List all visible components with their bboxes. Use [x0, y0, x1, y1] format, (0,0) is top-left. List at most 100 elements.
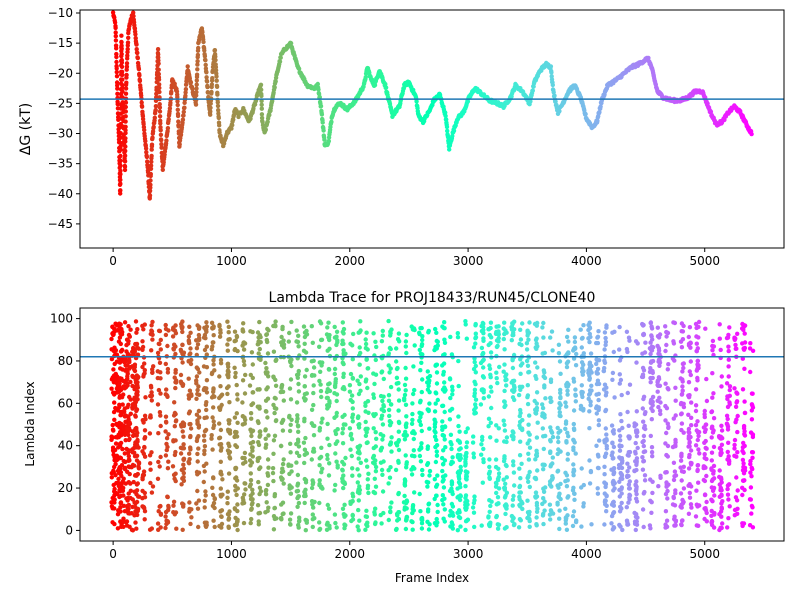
lambda-point [594, 411, 599, 416]
lambda-point [178, 451, 184, 456]
lambda-point [572, 491, 577, 496]
lambda-point [502, 456, 507, 461]
lambda-point [355, 467, 360, 472]
lambda-point [266, 465, 271, 470]
dg-point [217, 123, 222, 128]
lambda-point [166, 328, 171, 333]
lambda-point [425, 387, 431, 392]
lambda-point [357, 381, 362, 387]
lambda-point [563, 506, 568, 511]
x-tick-label: 0 [109, 254, 117, 268]
lambda-point [142, 517, 147, 522]
lambda-point [250, 487, 255, 492]
lambda-point [388, 509, 393, 514]
lambda-point [263, 398, 269, 403]
lambda-point [332, 512, 338, 517]
lambda-point [140, 477, 145, 482]
lambda-point [388, 331, 393, 336]
dg-point [123, 136, 128, 141]
lambda-point [365, 366, 370, 371]
lambda-point [133, 413, 138, 418]
lambda-point [535, 420, 540, 425]
dg-points [110, 10, 754, 201]
lambda-point [642, 350, 648, 355]
dg-point [598, 104, 603, 109]
lambda-point [281, 481, 286, 486]
lambda-point [371, 412, 376, 417]
lambda-point [393, 467, 399, 473]
lambda-point [681, 401, 686, 406]
lambda-point [512, 388, 517, 393]
lambda-point [309, 421, 314, 426]
lambda-point [688, 462, 694, 467]
lambda-point [356, 446, 361, 451]
lambda-point [272, 410, 277, 416]
lambda-point [202, 469, 207, 474]
lambda-point [187, 409, 192, 414]
lambda-point [504, 490, 510, 495]
lambda-point [158, 370, 163, 375]
lambda-point [148, 383, 154, 389]
lambda-point [404, 514, 410, 520]
lambda-point [435, 502, 440, 508]
lambda-point [457, 429, 462, 434]
lambda-point [587, 377, 592, 382]
lambda-point [157, 464, 162, 469]
lambda-point [742, 323, 748, 328]
lambda-point [473, 397, 479, 402]
lambda-point [335, 465, 340, 470]
dg-point [204, 79, 210, 84]
lambda-point [232, 339, 237, 344]
lambda-point [350, 473, 355, 478]
lambda-point [732, 446, 737, 451]
lambda-point [634, 491, 639, 497]
lambda-point [625, 469, 630, 474]
lambda-point [248, 496, 254, 502]
dg-point [444, 117, 449, 122]
lambda-point [109, 336, 114, 342]
lambda-point [641, 425, 647, 431]
lambda-point [295, 488, 301, 494]
lambda-point [547, 502, 553, 507]
lambda-point [725, 525, 730, 530]
lambda-point [565, 457, 570, 462]
lambda-point [556, 439, 561, 445]
lambda-point [218, 384, 223, 389]
dg-point [153, 104, 159, 109]
lambda-point [735, 429, 740, 435]
lambda-point [209, 371, 215, 377]
lambda-point [719, 480, 724, 485]
lambda-point [702, 516, 707, 522]
dg-point [195, 62, 200, 67]
lambda-point [266, 433, 271, 438]
lambda-point [725, 449, 730, 455]
dg-point [209, 82, 215, 87]
dg-point [183, 82, 189, 87]
lambda-point [426, 480, 431, 485]
lambda-point [641, 443, 646, 449]
lambda-point [325, 502, 330, 508]
lambda-point [388, 384, 394, 390]
lambda-point [204, 407, 209, 413]
lambda-point [517, 341, 522, 347]
lambda-point [140, 323, 145, 329]
dg-point [166, 117, 171, 122]
lambda-point [573, 392, 578, 397]
lambda-point [112, 486, 117, 492]
lambda-point [643, 410, 648, 415]
lambda-point [432, 496, 437, 502]
dg-point [122, 159, 128, 164]
lambda-point [248, 520, 253, 526]
lambda-point [710, 371, 715, 376]
lambda-point [558, 428, 563, 434]
lambda-point [512, 483, 517, 488]
lambda-point [658, 411, 663, 417]
lambda-point [235, 392, 240, 397]
dg-point [125, 40, 131, 45]
dg-point [414, 99, 419, 104]
lambda-point [686, 436, 691, 441]
y-tick-label: −45 [48, 217, 73, 231]
lambda-point [719, 505, 724, 510]
lambda-point [520, 321, 525, 326]
lambda-point [641, 438, 646, 444]
